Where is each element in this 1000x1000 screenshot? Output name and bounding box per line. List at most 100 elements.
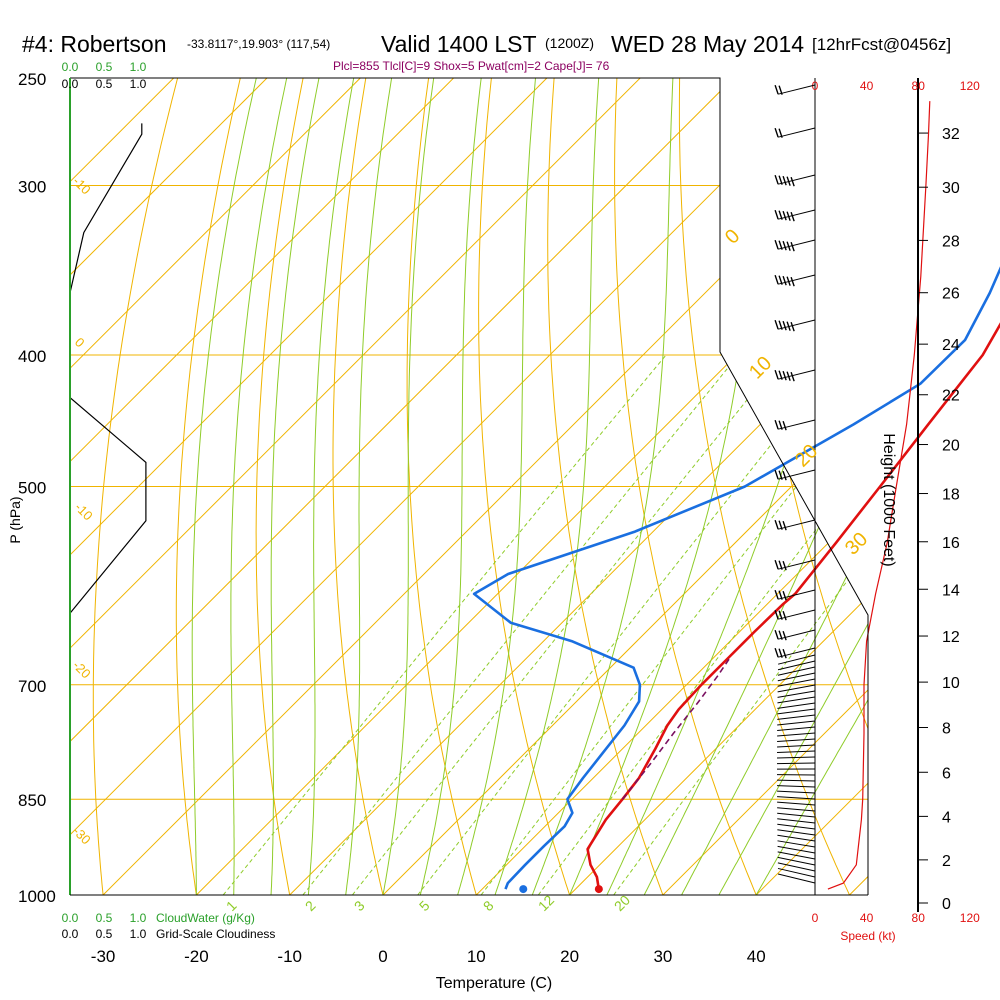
wind-barb bbox=[774, 209, 816, 222]
cloudwater-top-tick: 0.0 bbox=[62, 60, 79, 74]
wind-barb bbox=[777, 785, 816, 788]
wind-barb bbox=[777, 862, 816, 872]
wind-barb bbox=[777, 845, 816, 854]
cloudwater-top-tick: 0.5 bbox=[96, 60, 113, 74]
valid-date: WED 28 May 2014 bbox=[611, 31, 804, 57]
wind-barb bbox=[777, 796, 816, 800]
mixing-ratio-line bbox=[613, 354, 868, 895]
moist-adiabat bbox=[191, 78, 257, 895]
wind-barb bbox=[776, 762, 816, 765]
height-tick-label: 6 bbox=[942, 765, 951, 782]
wind-barb bbox=[777, 867, 816, 878]
mixing-ratio-label: 3 bbox=[351, 897, 368, 914]
moist-adiabat bbox=[230, 78, 288, 895]
wind-barb bbox=[774, 84, 816, 95]
height-tick-label: 26 bbox=[942, 286, 960, 303]
cloudiness-bottom-tick: 0.5 bbox=[96, 927, 113, 941]
wind-barb bbox=[777, 851, 816, 860]
dry-adiabat bbox=[478, 78, 571, 895]
cloudwater-bottom-tick: 0.0 bbox=[62, 911, 79, 925]
cloudwater-label: CloudWater (g/Kg) bbox=[156, 911, 255, 925]
surface-temperature-dot bbox=[594, 885, 603, 894]
station-title: #4: Robertson bbox=[22, 31, 166, 57]
isotherm-line bbox=[70, 78, 454, 895]
x-tick-label: -20 bbox=[184, 947, 209, 966]
mixing-ratio-label: 5 bbox=[416, 897, 433, 914]
dry-adiabat bbox=[994, 78, 1000, 895]
station-coords: -33.8117°,19.903° (117,54) bbox=[187, 37, 330, 51]
parcel-line bbox=[621, 658, 730, 800]
isotherm-line bbox=[382, 78, 868, 895]
wind-barb bbox=[777, 720, 816, 726]
pressure-tick-label: 400 bbox=[18, 347, 46, 366]
wind-barb bbox=[777, 696, 816, 704]
isotherm-line bbox=[70, 78, 548, 895]
moist-adiabat bbox=[382, 78, 435, 895]
wind-barb bbox=[777, 738, 816, 743]
cloudwater-bottom-tick: 0.5 bbox=[96, 911, 113, 925]
indices-line: Plcl=855 Tlcl[C]=9 Shox=5 Pwat[cm]=2 Cap… bbox=[333, 59, 610, 73]
cloudiness-top-tick: 0.5 bbox=[96, 77, 113, 91]
wind-barb bbox=[777, 756, 816, 759]
height-tick-label: 16 bbox=[942, 535, 960, 552]
pressure-tick-label: 850 bbox=[18, 791, 46, 810]
cloudwater-top-tick: 1.0 bbox=[130, 60, 147, 74]
wind-barb bbox=[777, 684, 816, 693]
wind-barb bbox=[777, 666, 816, 676]
isotherm-line bbox=[289, 78, 868, 895]
x-tick-label: -30 bbox=[91, 947, 116, 966]
isotherm-line bbox=[475, 78, 868, 895]
height-tick-label: 30 bbox=[942, 180, 960, 197]
cloudiness-top-tick: 0.0 bbox=[62, 77, 79, 91]
wind-barb bbox=[777, 856, 816, 866]
wind-barb bbox=[774, 559, 816, 571]
y-axis-label: P (hPa) bbox=[7, 496, 23, 543]
pressure-tick-label: 500 bbox=[18, 479, 46, 498]
wind-barb bbox=[777, 807, 816, 812]
height-tick-label: 18 bbox=[942, 487, 960, 504]
height-tick-label: 20 bbox=[942, 438, 960, 455]
wind-barbs bbox=[774, 84, 816, 884]
cloudwater-bottom-tick: 1.0 bbox=[130, 911, 147, 925]
dewpoint-line bbox=[472, 266, 1000, 890]
wind-barb bbox=[777, 818, 816, 824]
pressure-tick-label: 1000 bbox=[18, 887, 56, 906]
x-tick-label: 10 bbox=[467, 947, 486, 966]
mixing-ratio-line bbox=[417, 354, 843, 895]
wind-barb bbox=[774, 647, 816, 659]
wind-barb bbox=[777, 702, 816, 709]
wind-barb bbox=[774, 469, 816, 481]
utc-time: (1200Z) bbox=[545, 35, 594, 51]
dry-adiabat bbox=[92, 78, 179, 895]
wind-barb bbox=[774, 419, 816, 431]
wind-barb bbox=[778, 654, 816, 665]
dry-adiabat bbox=[804, 78, 868, 895]
wind-barb bbox=[777, 823, 816, 830]
wind-barb bbox=[774, 519, 816, 531]
isotherm-line bbox=[662, 78, 868, 895]
wind-barb bbox=[777, 744, 816, 748]
wind-barb bbox=[777, 732, 816, 737]
height-tick-label: 8 bbox=[942, 721, 951, 738]
wind-barb bbox=[777, 678, 816, 687]
x-tick-label: 30 bbox=[653, 947, 672, 966]
mixing-ratio-label: 8 bbox=[480, 897, 497, 914]
x-axis-label: Temperature (C) bbox=[436, 975, 552, 992]
isotherm-line bbox=[196, 78, 868, 895]
isotherm-line bbox=[70, 78, 734, 895]
wind-barb bbox=[777, 812, 816, 818]
pressure-tick-label: 700 bbox=[18, 677, 46, 696]
moist-adiabat bbox=[345, 78, 393, 895]
wind-barb bbox=[777, 873, 816, 884]
cold-isotherm-label: -10 bbox=[72, 500, 96, 524]
wind-barb bbox=[774, 274, 816, 287]
dry-adiabat bbox=[614, 78, 757, 895]
wind-barb bbox=[777, 726, 816, 731]
wind-barb bbox=[777, 834, 816, 842]
moist-adiabat bbox=[307, 78, 355, 895]
isotherm-line bbox=[70, 78, 828, 895]
moist-adiabat bbox=[419, 78, 482, 895]
cloudiness-bottom-tick: 1.0 bbox=[130, 927, 147, 941]
cloudiness-label: Grid-Scale Cloudiness bbox=[156, 927, 275, 941]
